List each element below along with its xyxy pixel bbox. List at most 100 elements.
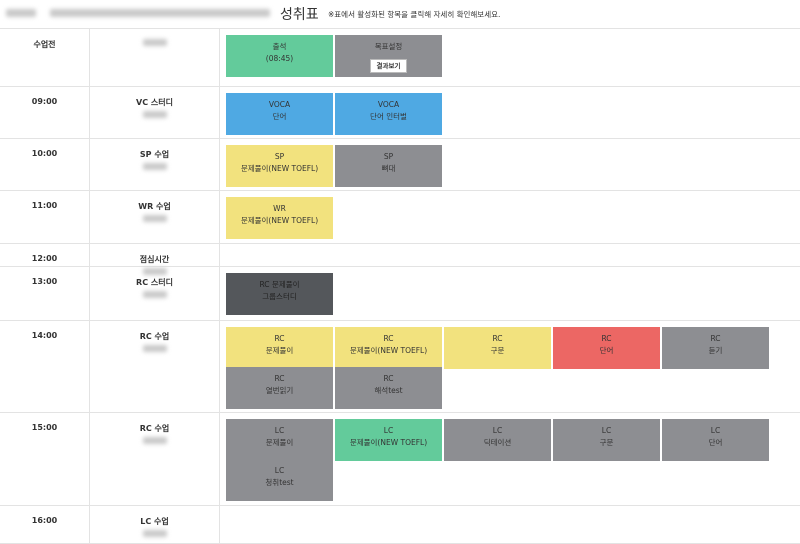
tile-label: RC (710, 334, 721, 343)
tile-sublabel: 문제풀이(NEW TOEFL) (349, 438, 428, 447)
schedule-tile[interactable]: LC 단어 (662, 419, 769, 461)
tile-label: LC (710, 426, 721, 435)
time-cell: 16:00 (0, 506, 90, 543)
subject-cell (90, 29, 220, 86)
time: 13:00 (31, 277, 58, 286)
tile-label: LC (601, 426, 612, 435)
schedule-tile[interactable]: LC 문제풀이 (226, 419, 333, 461)
schedule-tile[interactable]: RC 해석test (335, 367, 442, 409)
schedule-tile[interactable]: RC 문제풀이 (226, 327, 333, 369)
schedule-tile[interactable]: RC 듣기 (662, 327, 769, 369)
time: 09:00 (31, 97, 58, 106)
tile-sublabel: 해석test (374, 386, 403, 395)
subject-cell: RC 스터디 (90, 267, 220, 320)
table-row: 15:00 RC 수업 LC 문제풀이 LC 문제풀이(NEW TOEFL) LC 딕테이션 L… (0, 413, 800, 506)
tile-label: WR (273, 204, 286, 213)
tile-sublabel: 구문 (599, 438, 614, 447)
schedule-tile[interactable]: VOCA 단어 인터벌 (335, 93, 442, 135)
tile-sublabel: 단어 (708, 438, 723, 447)
blurred-text (142, 345, 167, 352)
tile-label: LC (274, 466, 285, 475)
tile-sublabel: 문제풀이(NEW TOEFL) (240, 216, 319, 225)
subject-cell: 점심시간 (90, 244, 220, 275)
subject-cell: WR 수업 (90, 191, 220, 243)
tile-sublabel: 그룹스터디 (262, 292, 297, 301)
subject-cell: VC 스터디 (90, 87, 220, 138)
time: 11:00 (31, 201, 58, 210)
tile-label: LC (274, 426, 285, 435)
tile-sublabel: 청취test (265, 478, 294, 487)
schedule-tile[interactable]: VOCA 단어 (226, 93, 333, 135)
blurred-text (142, 163, 167, 170)
tile-label: RC (492, 334, 503, 343)
subject: RC 스터디 (136, 278, 173, 287)
table-row: 12:00 점심시간 (0, 244, 800, 275)
time-cell: 10:00 (0, 139, 90, 190)
subject: 점심시간 (139, 255, 170, 264)
tile-sublabel: 문제풀이(NEW TOEFL) (240, 164, 319, 173)
tile-label: RC (274, 374, 285, 383)
tile-label: 출석 (272, 42, 287, 51)
tile-label: RC (383, 374, 394, 383)
time: 14:00 (31, 331, 58, 340)
time: 16:00 (31, 516, 58, 525)
time-cell: 수업전 (0, 29, 90, 86)
tile-sublabel: 뼈대 (381, 164, 396, 173)
time-cell: 15:00 (0, 413, 90, 505)
time-cell: 09:00 (0, 87, 90, 138)
tile-label: 목표설정 (374, 42, 403, 51)
note: ※표에서 활성화된 항목을 클릭해 자세히 확인해보세요. (328, 10, 501, 19)
time: 수업전 (33, 40, 56, 49)
subject-cell: SP 수업 (90, 139, 220, 190)
schedule-tile[interactable]: RC 단어 (553, 327, 660, 369)
blurred-text (142, 215, 167, 222)
table-row: 09:00 VC 스터디 VOCA 단어 VOCA 단어 인터벌 (0, 87, 800, 139)
tile-label: RC (601, 334, 612, 343)
subject-cell: LC 수업 (90, 506, 220, 543)
schedule-tile[interactable]: SP 뼈대 (335, 145, 442, 187)
subject-cell: RC 수업 (90, 321, 220, 412)
subject: LC 수업 (140, 517, 169, 526)
tile-sublabel: 딕테이션 (483, 438, 512, 447)
tile-sublabel: 문제풀이 (265, 346, 294, 355)
schedule-tile[interactable]: LC 딕테이션 (444, 419, 551, 461)
title: 성취표 (280, 7, 319, 23)
schedule-tile[interactable]: LC 구문 (553, 419, 660, 461)
tile-sublabel: 문제풀이 (265, 438, 294, 447)
time-cell: 13:00 (0, 267, 90, 320)
subject: SP 수업 (139, 150, 170, 159)
tile-sublabel: (08:45) (265, 54, 294, 63)
tile-label: RC (274, 334, 285, 343)
schedule-tile[interactable]: LC 청취test (226, 459, 333, 501)
tile-sublabel: 문제풀이(NEW TOEFL) (349, 346, 428, 355)
subject: VC 스터디 (136, 98, 173, 107)
time-cell: 11:00 (0, 191, 90, 243)
schedule-tile[interactable]: RC 문제풀이(NEW TOEFL) (335, 327, 442, 369)
tile-label: RC 문제풀이 (259, 280, 300, 289)
time-cell: 14:00 (0, 321, 90, 412)
time: 15:00 (31, 423, 58, 432)
subject-cell: RC 수업 (90, 413, 220, 505)
tile-label: SP (383, 152, 394, 161)
blurred-text (142, 291, 167, 298)
table-row: 11:00 WR 수업 WR 문제풀이(NEW TOEFL) (0, 191, 800, 244)
schedule-tile[interactable]: RC 구문 (444, 327, 551, 369)
subject: WR 수업 (138, 202, 171, 211)
result-button[interactable]: 결과보기 (369, 59, 408, 73)
schedule-tile[interactable]: LC 문제풀이(NEW TOEFL) (335, 419, 442, 461)
tile-label: SP (274, 152, 285, 161)
table-row: 16:00 LC 수업 (0, 506, 800, 544)
schedule-tile[interactable]: RC 열번읽기 (226, 367, 333, 409)
tile-sublabel: 열번읽기 (265, 386, 294, 395)
schedule-tile[interactable]: 출석 (08:45) (226, 35, 333, 77)
tile-sublabel: 구문 (490, 346, 505, 355)
schedule-tile[interactable]: WR 문제풀이(NEW TOEFL) (226, 197, 333, 239)
schedule-tile[interactable]: SP 문제풀이(NEW TOEFL) (226, 145, 333, 187)
table-row: 14:00 RC 수업 RC 문제풀이 RC 문제풀이(NEW TOEFL) RC 구문 RC 단… (0, 321, 800, 413)
tile-label: RC (383, 334, 394, 343)
